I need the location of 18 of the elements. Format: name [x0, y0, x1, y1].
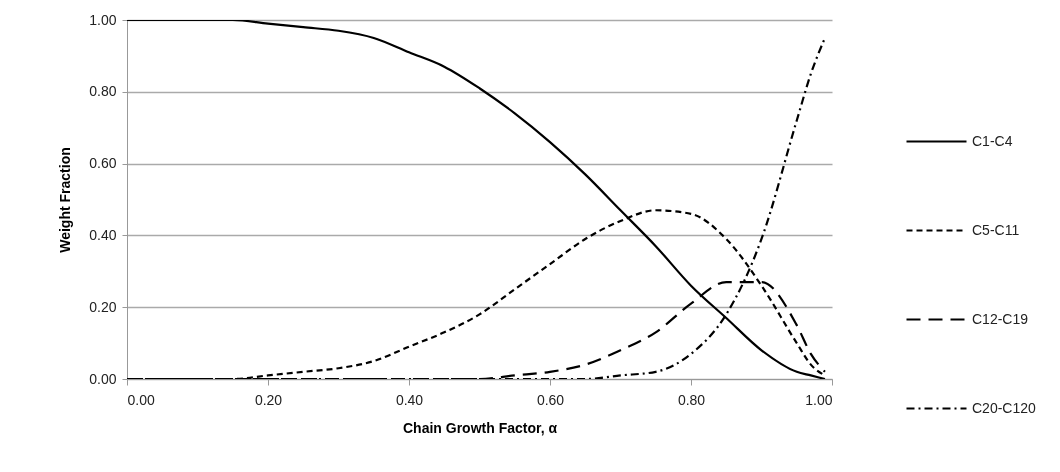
x-tick-label: 0.80 [677, 391, 706, 408]
y-tick-label: 0.60 [89, 155, 117, 172]
x-tick-label: 0.40 [395, 391, 424, 408]
y-tick-label: 0.00 [89, 370, 117, 387]
x-tick-label: 0.00 [127, 391, 155, 408]
legend-label: C1-C4 [972, 132, 1013, 149]
y-tick-label: 0.80 [89, 83, 117, 100]
x-axis-title: Chain Growth Factor, α [402, 419, 558, 436]
y-tick-label: 1.00 [89, 11, 117, 28]
legend-label: C5-C11 [972, 221, 1020, 238]
x-tick-label: 0.20 [254, 391, 283, 408]
x-tick-label: 0.60 [536, 391, 565, 408]
y-tick-label: 0.40 [89, 226, 117, 243]
x-tick-label: 1.00 [805, 391, 833, 408]
y-axis-title: Weight Fraction [57, 147, 74, 253]
y-tick-label: 0.20 [89, 298, 117, 315]
legend-label: C12-C19 [972, 310, 1029, 327]
legend-label: C20-C120 [972, 399, 1037, 416]
